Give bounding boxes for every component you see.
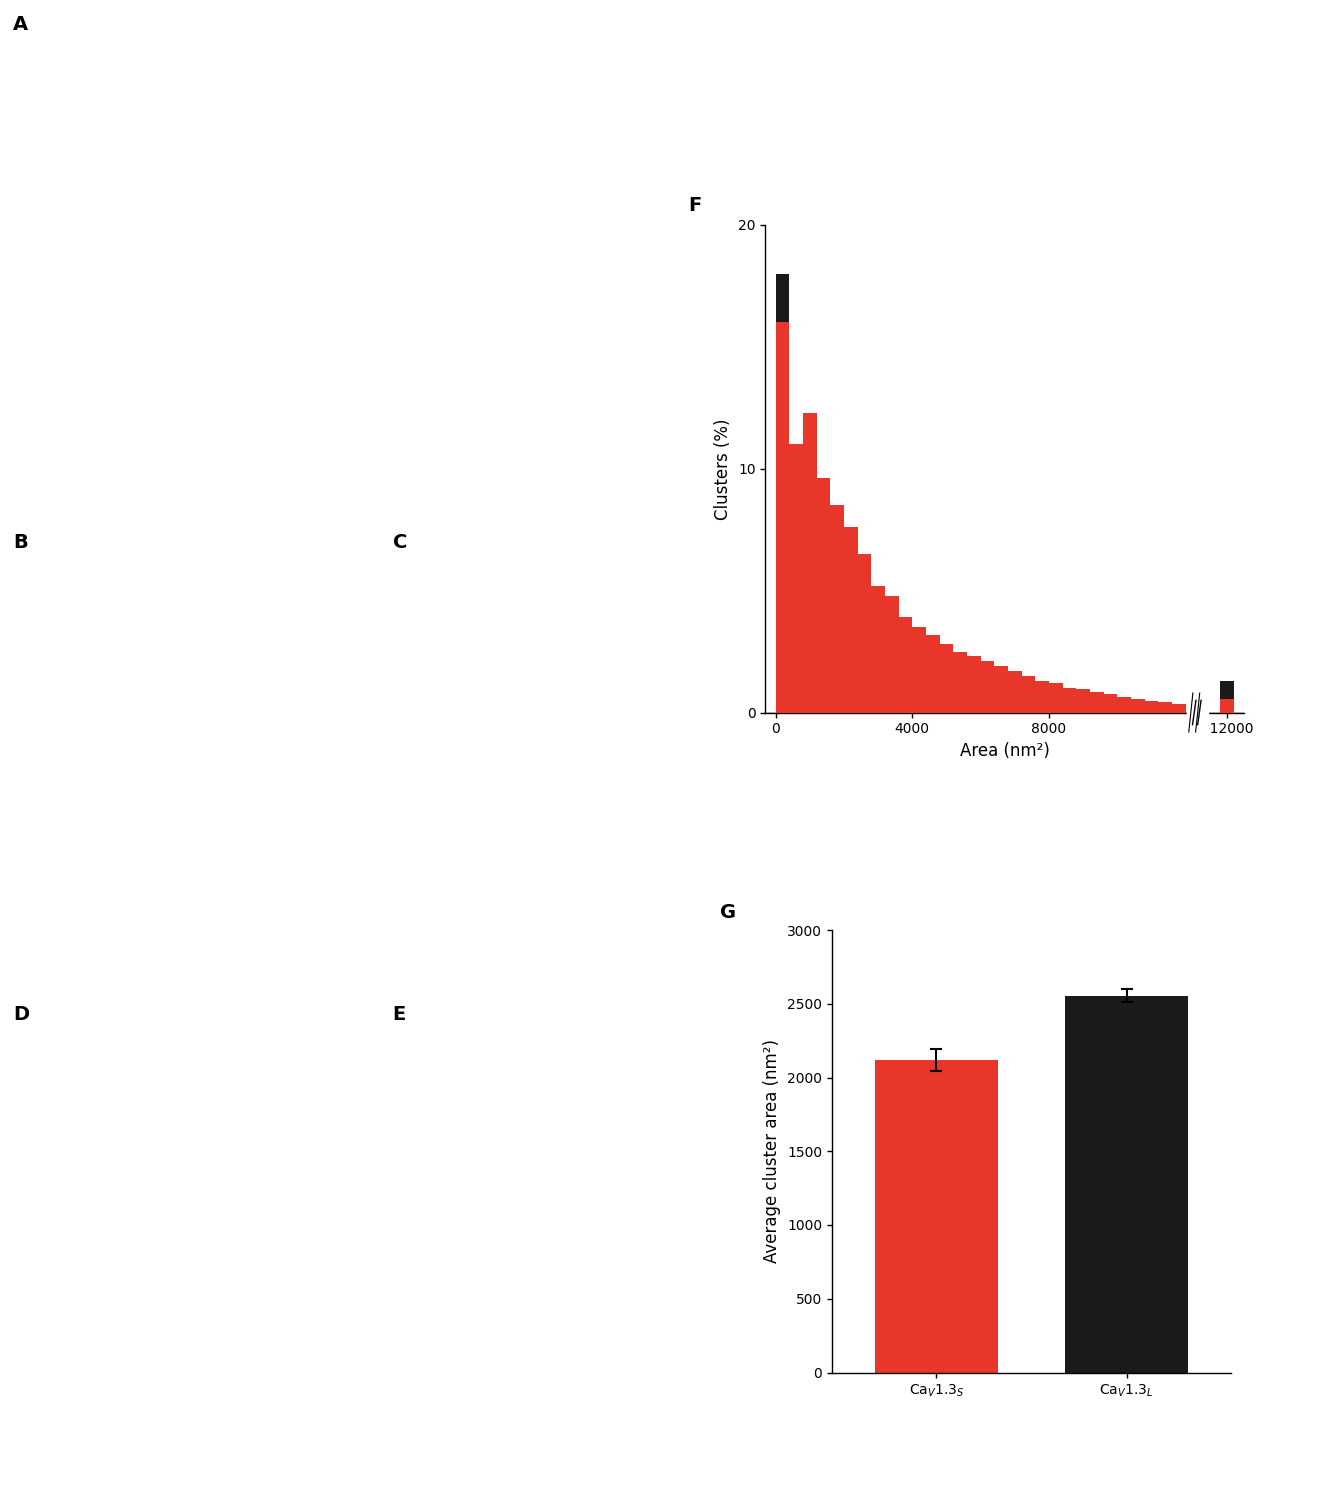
Bar [940,666,953,712]
Bar [817,478,831,712]
Bar [912,657,926,712]
Bar [1117,700,1131,712]
Bar [926,663,940,712]
Bar [966,657,981,712]
Text: E: E [393,1005,406,1025]
Text: D: D [13,1005,29,1025]
Bar [912,627,926,712]
Bar [1062,688,1077,712]
Bar [885,642,898,712]
Bar [872,634,885,712]
Bar [776,322,789,712]
Text: B: B [13,532,28,552]
Bar [953,651,966,712]
Bar [981,662,994,712]
Bar [1022,688,1036,712]
Bar [1077,690,1090,712]
Bar [1103,699,1117,712]
Bar [1145,702,1158,712]
Bar [776,273,789,712]
Bar [1158,704,1173,712]
Bar [1090,692,1103,712]
Bar [1103,694,1117,712]
Bar [898,650,912,712]
Bar [831,506,844,712]
Bar [1090,698,1103,712]
Bar [1158,702,1173,712]
Bar [817,572,831,712]
Bar [1049,684,1062,712]
Bar [953,670,966,712]
Bar [1117,696,1131,712]
Bar [874,1060,998,1372]
Bar [940,645,953,712]
Bar [1173,704,1186,712]
X-axis label: Area (nm²): Area (nm²) [960,742,1050,760]
Bar [926,634,940,712]
Bar [994,681,1008,712]
Bar [789,448,803,712]
Bar [1221,699,1234,712]
Bar [1022,676,1036,712]
Text: F: F [688,195,701,214]
Bar [1077,696,1090,712]
Bar [1221,681,1234,712]
Y-axis label: Clusters (%): Clusters (%) [715,419,732,519]
Bar [1173,705,1186,712]
Bar [994,666,1008,712]
Bar [966,676,981,712]
Text: A: A [13,15,28,34]
Bar [1062,696,1077,712]
Bar [1036,690,1049,712]
Bar [844,610,857,712]
Bar [981,678,994,712]
Bar [803,413,817,712]
Bar [872,585,885,712]
Bar [844,526,857,712]
Y-axis label: Average cluster area (nm²): Average cluster area (nm²) [764,1040,781,1263]
Bar [789,444,803,712]
Bar [1131,702,1145,712]
Bar [885,596,898,712]
Bar [1036,681,1049,712]
Bar [1008,670,1022,712]
Bar [1145,700,1158,712]
Text: G: G [720,903,736,922]
Bar [1187,698,1209,742]
Bar [1065,996,1189,1372]
Bar [857,554,872,712]
Bar [1131,699,1145,712]
Bar [831,592,844,712]
Text: C: C [393,532,407,552]
Bar [1049,693,1062,712]
Bar [898,618,912,712]
Bar [857,622,872,712]
Bar [1008,686,1022,712]
Bar [803,525,817,712]
